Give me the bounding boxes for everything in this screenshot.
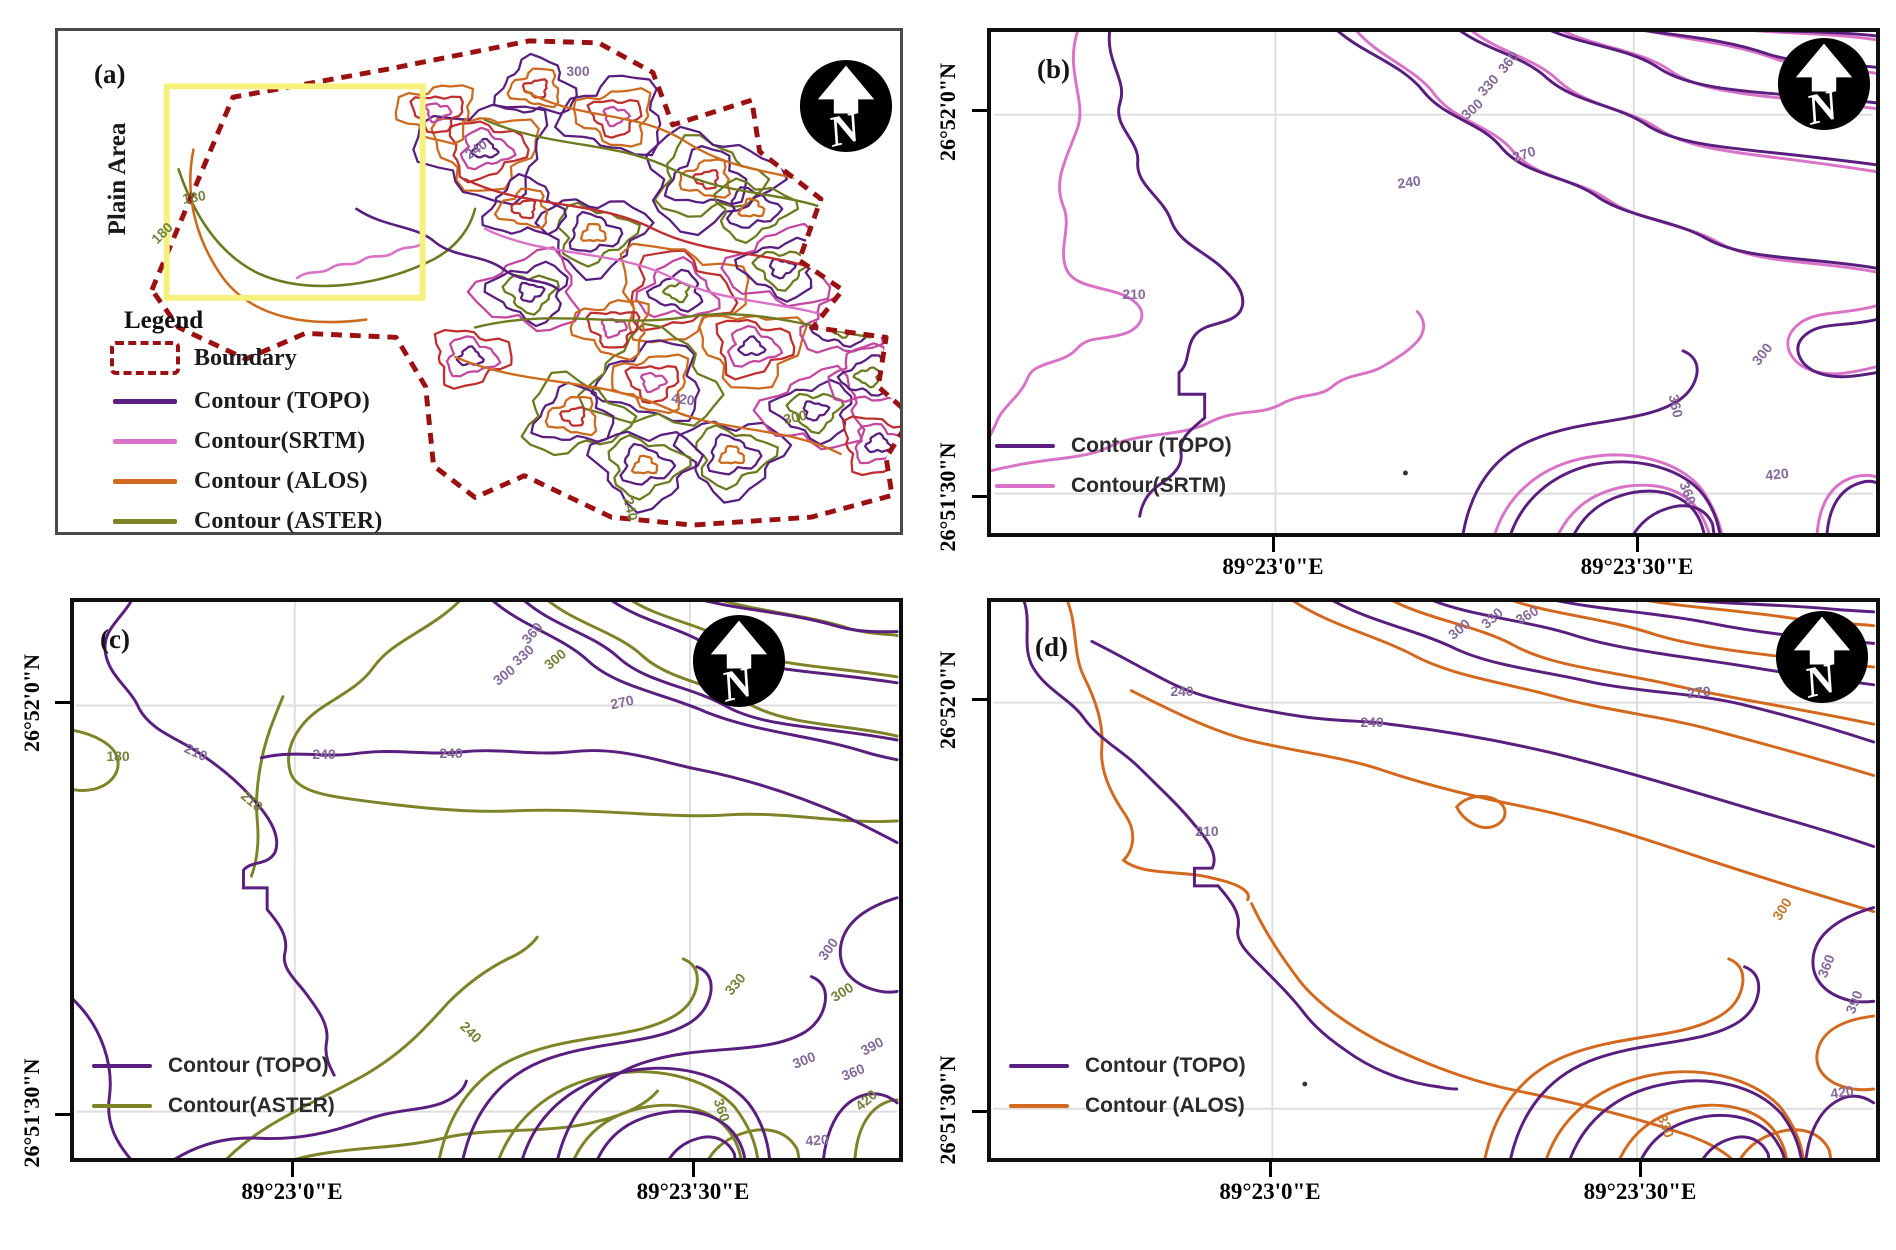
boundary-swatch [110, 341, 180, 375]
map-dot [1402, 470, 1408, 476]
topo-swatch [1009, 1064, 1069, 1068]
panel-b-lon-label-right: 89°23'30"E [1580, 554, 1694, 579]
panel-d-lon-tick-right [1639, 1162, 1642, 1177]
panel-c-lon-tick-left [291, 1162, 294, 1177]
north-arrow: N [692, 614, 786, 712]
topo-contour [355, 207, 561, 292]
alos-swatch [1009, 1104, 1069, 1108]
contour-label: 210 [1195, 823, 1219, 839]
panel-d-lat-tick-top [972, 698, 987, 701]
legend-title: Legend [124, 307, 204, 334]
panel-d-letter: (d) [1035, 632, 1068, 662]
legend-item-topo: Contour (TOPO) [92, 1054, 335, 1078]
panel-b-lat-label-top: 26°52'0"N [935, 62, 960, 162]
panel-b-lat-label-bottom: 26°51'30"N [935, 442, 960, 552]
panel-d: (d) Contour (TOPO) Contour (ALOS) N 210 2… [987, 598, 1880, 1162]
panel-b: (b) Contour (TOPO) Contour(SRTM) N 210 24… [987, 28, 1880, 537]
panel-d-lat-label-bottom: 26°51'30"N [935, 1055, 960, 1165]
contour-label: 420 [1829, 1082, 1855, 1102]
boundary-outline [149, 38, 900, 528]
aster-swatch [113, 519, 177, 524]
contour-label: 300 [566, 63, 590, 79]
alos-swatch [113, 479, 177, 484]
legend-item-topo: Contour (TOPO) [110, 388, 382, 415]
panel-b-map [991, 32, 1876, 533]
north-arrow: N [799, 59, 893, 157]
plain-area-label: Plain Area [104, 122, 131, 236]
panel-c: (c) Contour (TOPO) Contour(ASTER) N 180 2… [70, 598, 903, 1162]
topo-contours [74, 602, 899, 1158]
legend: Legend Boundary Contour (TOPO) Contour(S… [110, 307, 382, 548]
srtm-swatch [995, 484, 1055, 488]
study-area-box [163, 83, 426, 301]
contour-label: 240 [1360, 714, 1384, 730]
topo-swatch [92, 1064, 152, 1068]
contour-label: 210 [1122, 286, 1146, 302]
panel-c-lat-label-top: 26°52'0"N [19, 653, 44, 753]
legend-item-boundary: Boundary [110, 341, 382, 375]
legend-item-alos: Contour (ALOS) [110, 468, 382, 495]
contour-label: 240 [1170, 683, 1194, 699]
legend-item-srtm: Contour(SRTM) [110, 428, 382, 455]
legend-item-topo: Contour (TOPO) [995, 434, 1232, 458]
panel-c-lat-tick-top [55, 701, 70, 704]
topo-swatch [995, 444, 1055, 448]
panel-c-map [74, 602, 899, 1158]
contour-label: 240 [312, 746, 336, 762]
aster-swatch [92, 1104, 152, 1108]
panel-a-map [149, 38, 900, 528]
panel-d-lat-label-top: 26°52'0"N [935, 650, 960, 750]
panel-c-lat-tick-bottom [55, 1113, 70, 1116]
panel-c-lon-label-left: 89°23'0"E [241, 1179, 343, 1204]
north-arrow: N [1777, 37, 1871, 135]
panel-d-lon-label-right: 89°23'30"E [1583, 1179, 1697, 1204]
legend: Contour (TOPO) Contour(ASTER) [92, 1054, 335, 1134]
contour-label: 240 [439, 745, 463, 761]
panel-d-lon-label-left: 89°23'0"E [1219, 1179, 1321, 1204]
contour-label: 270 [1686, 682, 1712, 702]
contour-label: 420 [670, 389, 696, 409]
srtm-contour [295, 241, 425, 280]
panel-c-letter: (c) [100, 624, 130, 654]
panel-d-map [993, 602, 1876, 1158]
map-dot [1302, 1081, 1308, 1087]
legend-item-srtm: Contour(SRTM) [995, 474, 1232, 498]
panel-d-lat-tick-bottom [972, 1110, 987, 1113]
contour-label: 420 [1764, 464, 1790, 484]
panel-b-lon-tick-left [1272, 537, 1275, 552]
topo-contours [1107, 32, 1876, 533]
legend-item-aster: Contour(ASTER) [92, 1094, 335, 1118]
legend-item-aster: Contour (ASTER) [110, 508, 382, 535]
panel-a: (a) Plain Area Legend Boundary Contour (… [55, 28, 903, 535]
panel-a-letter: (a) [94, 59, 126, 89]
panel-b-lon-tick-right [1636, 537, 1639, 552]
contour-label: 180 [106, 748, 130, 764]
panel-c-lat-label-bottom: 26°51'30"N [19, 1058, 44, 1168]
legend: Contour (TOPO) Contour (ALOS) [1009, 1054, 1246, 1134]
legend-item-topo: Contour (TOPO) [1009, 1054, 1246, 1078]
panel-b-lat-tick-bottom [972, 495, 987, 498]
panel-b-lon-label-left: 89°23'0"E [1222, 554, 1324, 579]
srtm-swatch [113, 439, 177, 444]
panel-b-letter: (b) [1037, 54, 1070, 84]
panel-c-lon-tick-right [692, 1162, 695, 1177]
contour-label: 420 [804, 1131, 830, 1149]
legend-item-alos: Contour (ALOS) [1009, 1094, 1246, 1118]
aster-contour [177, 168, 477, 288]
panel-b-lat-tick-top [972, 109, 987, 112]
panel-d-lon-tick-left [1269, 1162, 1272, 1177]
topo-swatch [113, 399, 177, 404]
contour-label: 240 [1396, 172, 1422, 192]
aster-contours [74, 602, 899, 1158]
panel-c-lon-label-right: 89°23'30"E [636, 1179, 750, 1204]
legend: Contour (TOPO) Contour(SRTM) [995, 434, 1232, 514]
north-arrow: N [1775, 610, 1869, 708]
